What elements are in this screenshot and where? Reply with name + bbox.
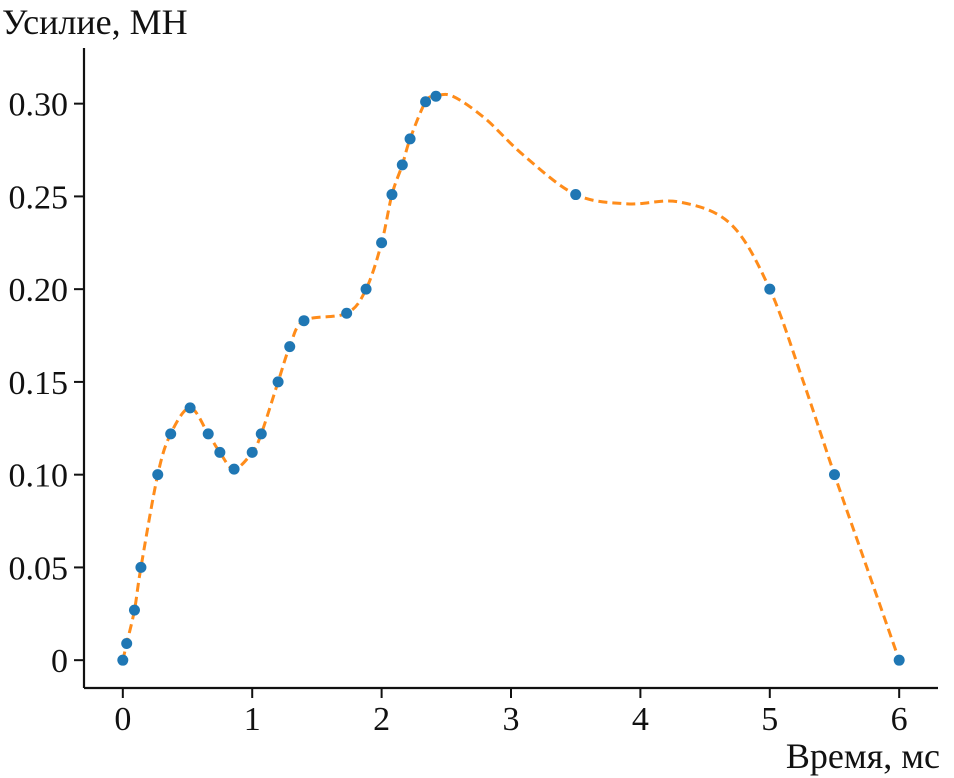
data-point xyxy=(570,189,582,201)
data-point xyxy=(298,315,310,327)
data-point xyxy=(284,341,296,353)
data-point xyxy=(135,561,147,573)
y-tick-label: 0.15 xyxy=(9,365,69,402)
y-axis-title: Усилие, МН xyxy=(2,2,188,42)
y-tick-label: 0.30 xyxy=(9,87,69,124)
fitted-curve-layer xyxy=(121,92,901,661)
data-point xyxy=(360,283,372,295)
x-tick-label: 0 xyxy=(114,701,131,738)
data-point xyxy=(396,159,408,171)
y-tick-label: 0.25 xyxy=(9,179,69,216)
x-tick-label: 2 xyxy=(373,701,390,738)
data-point xyxy=(341,307,353,319)
data-point xyxy=(893,654,905,666)
ticks-layer: 0 1 2 3 4 5 6 0 0.05 0.10 0.15 0.20 0.25 0.30 xyxy=(9,87,908,738)
data-point xyxy=(117,654,129,666)
data-point xyxy=(386,189,398,201)
x-tick-label: 5 xyxy=(761,701,778,738)
data-point xyxy=(255,428,267,440)
data-point xyxy=(128,604,140,616)
data-point xyxy=(404,133,416,145)
x-tick-label: 1 xyxy=(244,701,261,738)
x-axis-title: Время, мс xyxy=(786,736,940,776)
data-point xyxy=(184,402,196,414)
fitted-curve xyxy=(121,92,901,661)
data-point xyxy=(430,90,442,102)
data-point xyxy=(202,428,214,440)
data-point xyxy=(228,463,240,475)
data-point xyxy=(764,283,776,295)
data-point xyxy=(272,376,284,388)
data-point xyxy=(165,428,177,440)
data-point xyxy=(828,469,840,481)
data-points-layer xyxy=(117,90,905,666)
y-tick-label: 0.10 xyxy=(9,458,69,495)
y-tick-label: 0.05 xyxy=(9,550,69,587)
data-point xyxy=(121,637,133,649)
x-tick-label: 3 xyxy=(503,701,520,738)
x-tick-label: 4 xyxy=(632,701,649,738)
data-point xyxy=(376,237,388,249)
x-tick-label: 6 xyxy=(891,701,908,738)
data-point xyxy=(214,446,226,458)
data-point xyxy=(246,446,258,458)
y-tick-label: 0.20 xyxy=(9,272,69,309)
y-tick-label: 0 xyxy=(51,643,68,680)
data-point xyxy=(152,469,164,481)
data-point xyxy=(420,96,432,108)
